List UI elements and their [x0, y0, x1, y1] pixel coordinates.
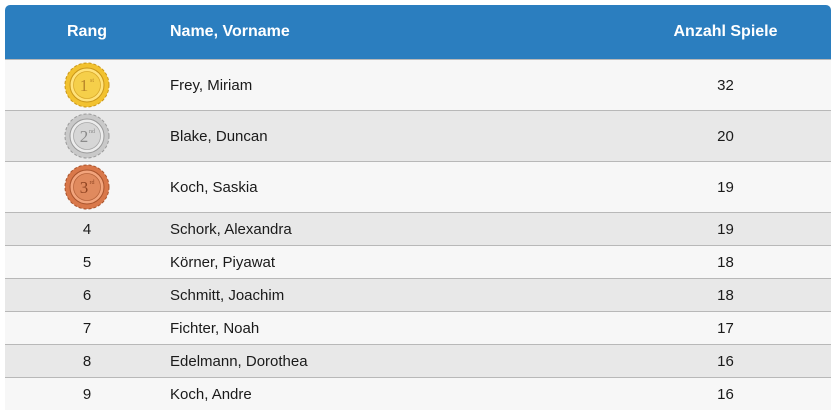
gold-medal-icon: 1 st — [63, 61, 111, 109]
rank-cell: 7 — [82, 319, 92, 337]
rank-cell: 6 — [82, 286, 92, 304]
header-rank[interactable]: Rang — [67, 23, 107, 40]
name-cell: Fichter, Noah — [170, 319, 260, 337]
name-cell: Blake, Duncan — [170, 127, 268, 145]
table-row: 4 Schork, Alexandra 19 — [5, 212, 831, 245]
medal-suffix: nd — [89, 129, 95, 135]
games-cell: 32 — [717, 76, 734, 94]
table-header: Rang Name, Vorname Anzahl Spiele — [5, 5, 831, 59]
name-cell: Koch, Andre — [170, 385, 252, 403]
rank-cell: 4 — [82, 220, 92, 238]
medal-number: 1 — [80, 76, 89, 95]
table-row: 5 Körner, Piyawat 18 — [5, 245, 831, 278]
games-cell: 16 — [717, 385, 734, 403]
rank-cell: 2 nd — [5, 112, 169, 160]
games-cell: 18 — [717, 253, 734, 271]
name-cell: Schork, Alexandra — [170, 220, 292, 238]
table-row: 2 nd Blake, Duncan 20 — [5, 110, 831, 161]
medal-suffix: st — [90, 78, 94, 84]
medal-number: 3 — [80, 178, 89, 197]
name-cell: Frey, Miriam — [170, 76, 253, 94]
games-cell: 19 — [717, 178, 734, 196]
name-cell: Koch, Saskia — [170, 178, 258, 196]
table-row: 7 Fichter, Noah 17 — [5, 311, 831, 344]
rank-cell: 1 st — [5, 61, 169, 109]
name-cell: Körner, Piyawat — [170, 253, 276, 271]
rank-cell: 8 — [82, 352, 92, 370]
name-cell: Edelmann, Dorothea — [170, 352, 308, 370]
medal-suffix: rd — [90, 180, 95, 186]
name-cell: Schmitt, Joachim — [170, 286, 285, 304]
rank-cell: 9 — [82, 385, 92, 403]
silver-medal-icon: 2 nd — [63, 112, 111, 160]
table-row: 6 Schmitt, Joachim 18 — [5, 278, 831, 311]
ranking-table: Rang Name, Vorname Anzahl Spiele 1 st Fr… — [5, 5, 831, 410]
games-cell: 20 — [717, 127, 734, 145]
medal-number: 2 — [80, 127, 89, 146]
table-row: 8 Edelmann, Dorothea 16 — [5, 344, 831, 377]
table-row: 3 rd Koch, Saskia 19 — [5, 161, 831, 212]
rank-cell: 3 rd — [5, 163, 169, 211]
header-games[interactable]: Anzahl Spiele — [673, 23, 778, 40]
header-name[interactable]: Name, Vorname — [170, 23, 290, 40]
bronze-medal-icon: 3 rd — [63, 163, 111, 211]
games-cell: 16 — [717, 352, 734, 370]
games-cell: 18 — [717, 286, 734, 304]
games-cell: 17 — [717, 319, 734, 337]
table-row: 9 Koch, Andre 16 — [5, 377, 831, 410]
table-row: 1 st Frey, Miriam 32 — [5, 59, 831, 110]
games-cell: 19 — [717, 220, 734, 238]
rank-cell: 5 — [82, 253, 92, 271]
